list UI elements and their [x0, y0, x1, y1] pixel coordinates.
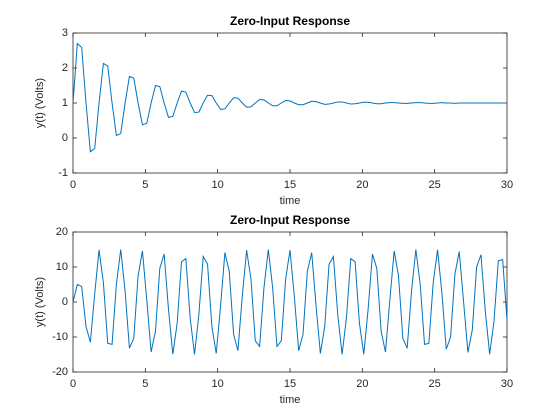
- x-axis-label: time: [280, 195, 301, 207]
- x-tick-label: 20: [356, 179, 368, 191]
- axes: Zero-Input Response time y(t) (Volts) 0 5 10 1…: [34, 213, 513, 406]
- y-axis-label: y(t) (Volts): [34, 78, 46, 128]
- y-tick-label: 0: [62, 132, 68, 144]
- x-tick-label: 25: [429, 378, 441, 390]
- x-tick-label: 20: [356, 378, 368, 390]
- chart-title: Zero-Input Response: [230, 14, 350, 28]
- y-axis-label: y(t) (Volts): [34, 277, 46, 327]
- y-tick-label: -1: [58, 167, 68, 179]
- y-tick-label: 3: [62, 27, 68, 39]
- x-tick-label: 15: [284, 378, 296, 390]
- chart-title: Zero-Input Response: [230, 213, 350, 227]
- x-tick-label: 10: [212, 378, 224, 390]
- x-tick-label: 15: [284, 179, 296, 191]
- y-tick-label: 20: [56, 226, 68, 238]
- y-tick-label: -20: [52, 366, 68, 378]
- x-tick-label: 0: [70, 179, 76, 191]
- y-tick-label: -10: [52, 331, 68, 343]
- data-line: [72, 249, 508, 355]
- y-tick-label: 2: [62, 62, 68, 74]
- y-tick-label: 10: [56, 261, 68, 273]
- data-line: [72, 42, 507, 153]
- x-tick-label: 10: [212, 179, 224, 191]
- x-tick-label: 5: [142, 378, 148, 390]
- x-tick-label: 5: [142, 179, 148, 191]
- y-tick-label: 1: [62, 97, 68, 109]
- y-tick-label: 0: [62, 296, 68, 308]
- x-tick-label: 25: [429, 179, 441, 191]
- x-axis-label: time: [280, 394, 301, 406]
- x-tick-label: 30: [501, 179, 513, 191]
- x-tick-label: 30: [501, 378, 513, 390]
- x-tick-label: 0: [70, 378, 76, 390]
